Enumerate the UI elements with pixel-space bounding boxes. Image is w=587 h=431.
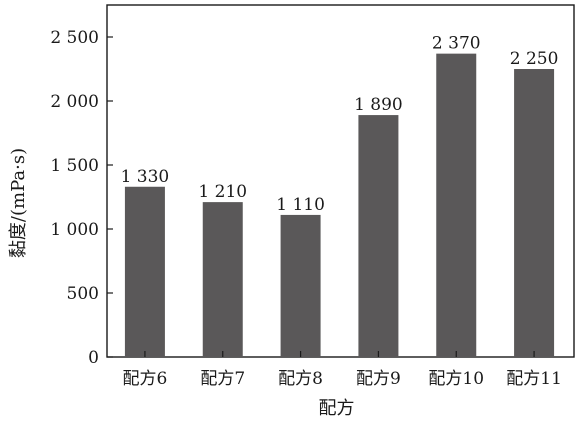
x-tick-label: 配方8 [278,369,323,389]
x-tick-label: 配方7 [200,369,245,389]
y-ticks-group: 0 500 1 000 1 500 2 000 2 500 [50,28,113,368]
value-labels-group: 1 330 1 210 1 110 1 890 2 370 2 250 [121,34,559,215]
bar [358,115,399,357]
y-tick-label: 1 500 [50,156,99,176]
bar-value-label: 1 210 [198,182,247,202]
bar-value-label: 2 250 [510,49,559,69]
y-tick-label: 2 500 [50,28,99,48]
bar-value-label: 1 110 [276,195,325,215]
bar-value-label: 1 330 [121,167,170,187]
x-tick-label: 配方11 [506,369,562,389]
x-ticks-group: 配方6 配方7 配方8 配方9 配方10 配方11 [123,351,562,389]
y-tick-label: 2 000 [50,92,99,112]
bar-value-label: 2 370 [432,34,481,54]
bar [202,202,243,357]
y-tick-label: 0 [88,348,99,368]
plot-frame [106,4,575,358]
x-axis-title: 配方 [319,398,355,419]
y-tick-label: 1 000 [50,220,99,240]
x-tick-label: 配方9 [356,369,401,389]
bar [436,53,477,357]
bar [514,69,555,357]
x-tick-label: 配方6 [123,369,168,389]
bar [280,214,321,357]
y-axis-title: 黏度/(mPa·s) [8,148,29,258]
plot-border [106,4,575,358]
bar [124,186,165,357]
bar-value-label: 1 890 [354,95,403,115]
x-tick-label: 配方10 [428,369,484,389]
bars-group [124,53,555,357]
y-tick-label: 500 [67,284,99,304]
